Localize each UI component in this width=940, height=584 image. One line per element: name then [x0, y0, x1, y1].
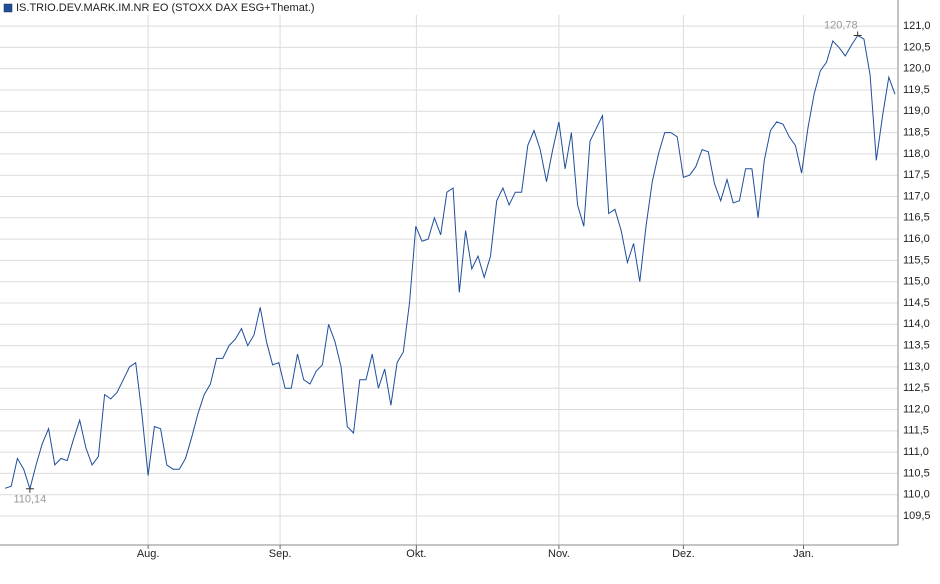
y-tick-label: 112,5	[903, 382, 930, 394]
price-line	[4, 34, 896, 491]
y-tick-label: 116,0	[903, 233, 930, 245]
y-tick-label: 116,5	[903, 212, 930, 224]
x-tick-label: Jan.	[793, 548, 814, 560]
y-tick-label: 117,5	[903, 169, 930, 181]
x-tick-label: Sep.	[269, 548, 292, 560]
y-tick-label: 114,0	[903, 318, 930, 330]
y-tick-label: 121,0	[903, 20, 931, 32]
y-tick-label: 111,0	[903, 446, 929, 458]
y-tick-label: 117,0	[903, 190, 930, 202]
y-tick-label: 114,5	[903, 297, 930, 309]
y-tick-label: 115,5	[903, 254, 930, 266]
y-tick-label: 119,0	[903, 105, 930, 117]
y-tick-label: 120,0	[903, 63, 931, 75]
y-tick-label: 111,5	[903, 425, 929, 437]
y-tick-label: 112,0	[903, 403, 930, 415]
extreme-label: 110,14	[13, 494, 46, 506]
legend-swatch	[3, 3, 13, 13]
x-tick-label: Aug.	[137, 548, 160, 560]
y-tick-label: 110,5	[903, 467, 930, 479]
y-tick-label: 120,5	[903, 41, 931, 53]
y-tick-label: 113,0	[903, 361, 930, 373]
extreme-label: 120,78	[824, 19, 858, 31]
y-tick-label: 118,0	[903, 148, 930, 160]
y-tick-label: 115,0	[903, 276, 930, 288]
y-tick-label: 118,5	[903, 126, 930, 138]
y-tick-label: 113,5	[903, 340, 930, 352]
y-tick-label: 109,5	[903, 510, 931, 522]
y-tick-label: 110,0	[903, 489, 930, 501]
x-tick-label: Dez.	[672, 548, 695, 560]
x-tick-label: Okt.	[406, 548, 426, 560]
x-tick-label: Nov.	[548, 548, 570, 560]
y-tick-label: 119,5	[903, 84, 930, 96]
legend-label: IS.TRIO.DEV.MARK.IM.NR EO (STOXX DAX ESG…	[16, 2, 315, 14]
